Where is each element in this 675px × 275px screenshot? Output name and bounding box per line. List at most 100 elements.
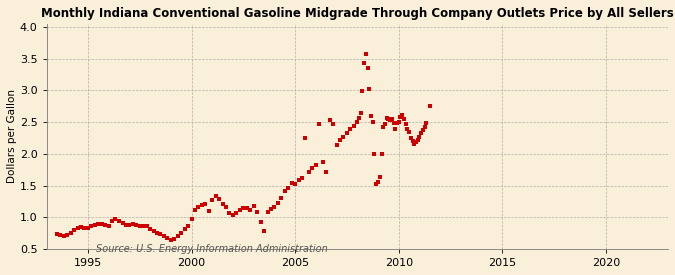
Point (414, 134, 425, 139)
Point (364, 87, 375, 91)
Point (155, 232, 166, 237)
Point (190, 208, 200, 212)
Point (310, 163, 321, 167)
Point (172, 233, 183, 238)
Text: Source: U.S. Energy Information Administration: Source: U.S. Energy Information Administ… (97, 244, 328, 254)
Title: Monthly Indiana Conventional Gasoline Midgrade Through Company Outlets Price by : Monthly Indiana Conventional Gasoline Mi… (41, 7, 674, 20)
Point (394, 120, 404, 124)
Point (169, 237, 180, 241)
Point (410, 140, 421, 145)
Point (404, 130, 414, 134)
Point (227, 213, 238, 218)
Point (338, 134, 349, 139)
Point (193, 205, 204, 209)
Point (307, 166, 318, 171)
Point (86, 224, 97, 229)
Point (321, 169, 331, 174)
Point (180, 227, 190, 232)
Point (283, 186, 294, 190)
Point (345, 126, 356, 131)
Point (378, 124, 389, 129)
Point (304, 169, 315, 174)
Point (385, 118, 396, 122)
Point (279, 188, 290, 193)
Point (367, 120, 378, 124)
Point (374, 175, 385, 180)
Point (331, 143, 342, 147)
Point (402, 126, 413, 131)
Point (273, 200, 284, 205)
Point (376, 152, 387, 156)
Point (383, 117, 394, 121)
Point (183, 223, 194, 228)
Point (252, 210, 263, 214)
Point (211, 194, 221, 199)
Point (97, 221, 107, 226)
Point (360, 51, 371, 56)
Point (234, 208, 245, 213)
Point (134, 223, 145, 228)
Point (398, 117, 409, 121)
Point (387, 117, 398, 121)
Point (296, 176, 307, 180)
Point (324, 118, 335, 122)
Point (356, 111, 367, 115)
Point (409, 142, 420, 147)
Point (100, 223, 111, 227)
Point (176, 230, 186, 235)
Point (159, 233, 169, 238)
Point (407, 139, 418, 144)
Point (51, 232, 62, 237)
Point (93, 221, 104, 226)
Point (255, 220, 266, 225)
Point (117, 221, 128, 225)
Point (366, 114, 377, 118)
Point (217, 202, 228, 206)
Point (262, 209, 273, 214)
Point (214, 197, 225, 201)
Point (371, 182, 382, 186)
Point (265, 207, 276, 211)
Point (419, 124, 430, 129)
Point (110, 217, 121, 221)
Point (290, 182, 300, 186)
Point (224, 211, 235, 215)
Point (352, 120, 362, 124)
Point (113, 219, 124, 223)
Point (221, 205, 232, 209)
Point (79, 226, 90, 230)
Point (357, 89, 368, 93)
Point (327, 122, 338, 126)
Point (392, 121, 402, 126)
Point (286, 181, 297, 185)
Point (124, 223, 135, 227)
Point (395, 115, 406, 119)
Point (162, 235, 173, 240)
Point (335, 138, 346, 142)
Point (373, 180, 383, 185)
Point (276, 196, 287, 200)
Point (317, 160, 328, 164)
Point (245, 208, 256, 213)
Point (381, 116, 392, 120)
Point (151, 230, 162, 235)
Point (242, 206, 252, 211)
Point (248, 204, 259, 208)
Point (379, 122, 390, 126)
Point (103, 223, 114, 228)
Point (418, 128, 429, 132)
Point (425, 104, 435, 109)
Point (416, 131, 427, 135)
Point (120, 223, 131, 227)
Point (293, 178, 304, 182)
Point (200, 202, 211, 206)
Point (388, 121, 399, 126)
Point (342, 131, 352, 135)
Point (269, 205, 280, 209)
Point (207, 198, 217, 202)
Point (65, 230, 76, 235)
Point (362, 66, 373, 70)
Point (369, 152, 380, 156)
Point (128, 221, 138, 226)
Point (397, 112, 408, 117)
